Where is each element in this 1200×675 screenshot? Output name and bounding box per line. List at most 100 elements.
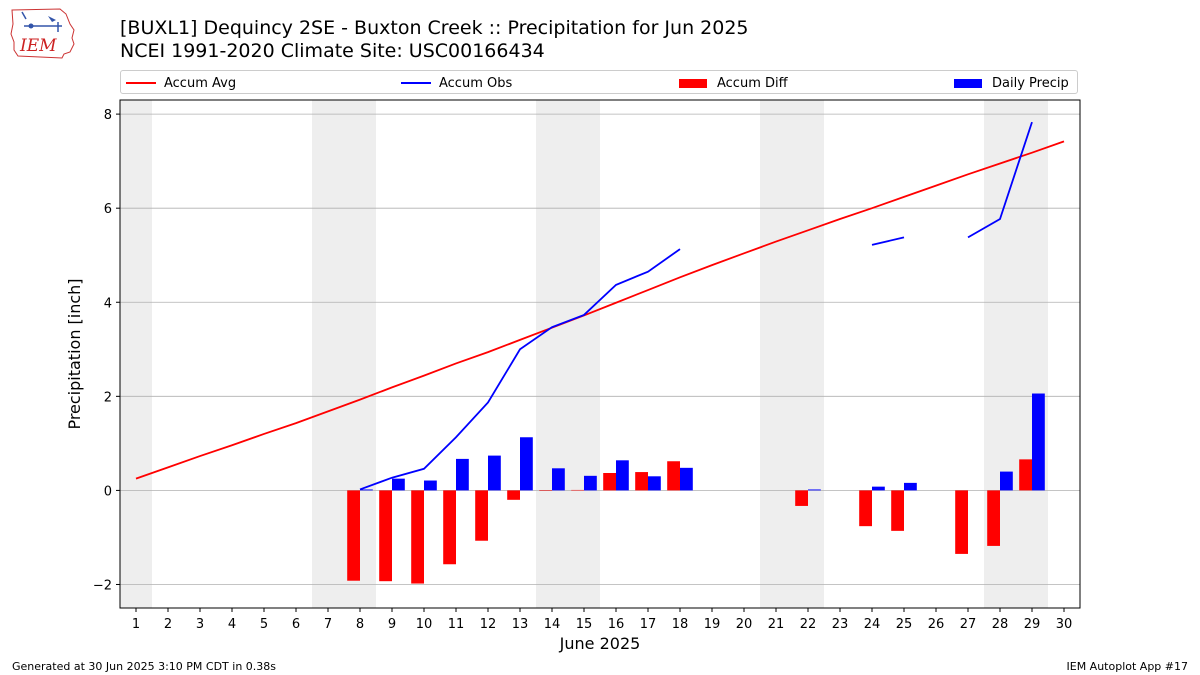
x-tick-label: 19: [704, 617, 721, 632]
legend-swatch-accum-diff: [679, 78, 707, 88]
line-accum-obs: [967, 121, 1033, 239]
x-tick-label: 30: [1056, 617, 1073, 632]
bar-accum-diff: [795, 490, 808, 506]
x-tick-label: 10: [416, 617, 433, 632]
x-tick-label: 22: [800, 617, 817, 632]
bar-accum-diff: [571, 489, 584, 491]
x-tick-label: 6: [292, 617, 300, 632]
x-tick-label: 3: [196, 617, 204, 632]
weekend-shade: [120, 100, 152, 608]
legend-item-accum-avg: Accum Avg: [126, 74, 236, 92]
legend-label: Accum Diff: [717, 75, 788, 91]
logo-text: IEM: [19, 36, 57, 56]
legend-label: Daily Precip: [992, 75, 1069, 91]
bar-accum-diff: [859, 490, 872, 527]
bar-daily-precip: [648, 476, 661, 491]
legend-label: Accum Avg: [164, 75, 237, 91]
bar-accum-diff: [475, 490, 488, 541]
y-tick-label: 6: [104, 202, 112, 217]
x-tick-label: 8: [356, 617, 364, 632]
legend-item-accum-diff: Accum Diff: [679, 74, 788, 92]
x-tick-label: 29: [1024, 617, 1041, 632]
bar-accum-diff: [603, 473, 616, 491]
bar-daily-precip: [1000, 471, 1013, 491]
chart-subtitle: NCEI 1991-2020 Climate Site: USC00166434: [120, 40, 545, 62]
bar-daily-precip: [424, 480, 437, 491]
weekend-shade: [760, 100, 824, 608]
bar-daily-precip: [904, 482, 917, 491]
x-tick-label: 20: [736, 617, 753, 632]
bar-daily-precip: [808, 489, 821, 491]
bar-accum-diff: [891, 490, 904, 531]
bar-accum-diff: [507, 490, 520, 500]
y-tick-label: 4: [104, 296, 112, 311]
bar-daily-precip: [520, 437, 533, 491]
bar-accum-diff: [443, 490, 456, 565]
legend-swatch-daily-precip: [954, 78, 982, 88]
bar-accum-diff: [1019, 459, 1032, 491]
bar-accum-diff: [379, 490, 392, 582]
legend-label: Accum Obs: [439, 75, 513, 91]
y-tick-label: −2: [93, 578, 112, 593]
x-tick-label: 15: [576, 617, 593, 632]
x-tick-label: 28: [992, 617, 1009, 632]
x-tick-label: 24: [864, 617, 881, 632]
x-tick-label: 21: [768, 617, 785, 632]
bar-accum-diff: [667, 461, 680, 491]
bar-daily-precip: [392, 478, 405, 491]
line-accum-obs: [871, 236, 905, 246]
x-tick-label: 12: [480, 617, 497, 632]
bar-daily-precip: [360, 489, 373, 491]
x-tick-label: 14: [544, 617, 561, 632]
y-tick-label: 8: [104, 108, 112, 123]
bar-daily-precip: [680, 467, 693, 491]
legend-swatch-accum-obs: [401, 82, 431, 84]
x-tick-label: 16: [608, 617, 625, 632]
bar-accum-diff: [635, 472, 648, 491]
bar-accum-diff: [955, 490, 968, 554]
x-tick-label: 27: [960, 617, 977, 632]
x-tick-label: 25: [896, 617, 913, 632]
bar-daily-precip: [872, 486, 885, 491]
x-tick-label: 4: [228, 617, 236, 632]
legend: Accum Avg Accum Obs Accum Diff Daily Pre…: [120, 70, 1078, 94]
weekend-shade: [312, 100, 376, 608]
bar-daily-precip: [1032, 393, 1045, 491]
y-tick-label: 2: [104, 390, 112, 405]
weekend-shade: [536, 100, 600, 608]
x-tick-label: 18: [672, 617, 689, 632]
chart-title: [BUXL1] Dequincy 2SE - Buxton Creek :: P…: [120, 17, 749, 39]
x-tick-label: 26: [928, 617, 945, 632]
plot-frame: [119, 99, 1081, 609]
app-note: IEM Autoplot App #17: [1066, 660, 1189, 673]
x-tick-label: 7: [324, 617, 332, 632]
bar-accum-diff: [987, 490, 1000, 546]
x-tick-label: 13: [512, 617, 529, 632]
x-tick-label: 17: [640, 617, 657, 632]
x-tick-label: 23: [832, 617, 849, 632]
x-tick-label: 1: [132, 617, 140, 632]
line-accum-avg: [135, 140, 1065, 480]
bar-daily-precip: [456, 458, 469, 491]
x-axis-label: June 2025: [559, 634, 641, 653]
y-tick-label: 0: [104, 484, 112, 499]
x-tick-label: 2: [164, 617, 172, 632]
bar-accum-diff: [347, 490, 360, 581]
x-tick-label: 9: [388, 617, 396, 632]
generated-note: Generated at 30 Jun 2025 3:10 PM CDT in …: [12, 660, 277, 673]
legend-swatch-accum-avg: [126, 82, 156, 84]
iem-logo[interactable]: IEM: [8, 6, 80, 60]
bar-daily-precip: [552, 468, 565, 491]
legend-item-daily-precip: Daily Precip: [954, 74, 1069, 92]
bar-accum-diff: [539, 490, 552, 491]
line-accum-obs: [359, 248, 681, 491]
bar-accum-diff: [411, 490, 424, 584]
y-axis-label: Precipitation [inch]: [65, 278, 84, 429]
bar-daily-precip: [616, 460, 629, 491]
bar-daily-precip: [584, 475, 597, 491]
x-tick-label: 11: [448, 617, 465, 632]
legend-item-accum-obs: Accum Obs: [401, 74, 512, 92]
bar-daily-precip: [488, 455, 501, 491]
x-tick-label: 5: [260, 617, 268, 632]
